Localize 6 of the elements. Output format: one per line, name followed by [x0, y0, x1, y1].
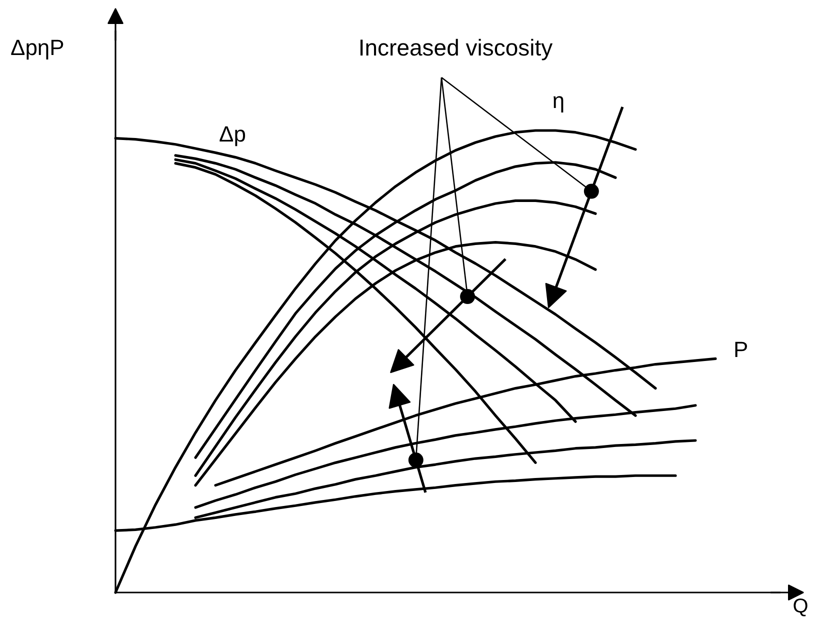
series-label: P: [734, 337, 748, 362]
series-label: η: [552, 88, 565, 113]
series-label: Δp: [219, 122, 246, 147]
text: Increased viscosity: [358, 34, 554, 60]
y-axis-title: ΔpηP: [10, 35, 64, 60]
x-axis-title: Q: [792, 596, 808, 618]
